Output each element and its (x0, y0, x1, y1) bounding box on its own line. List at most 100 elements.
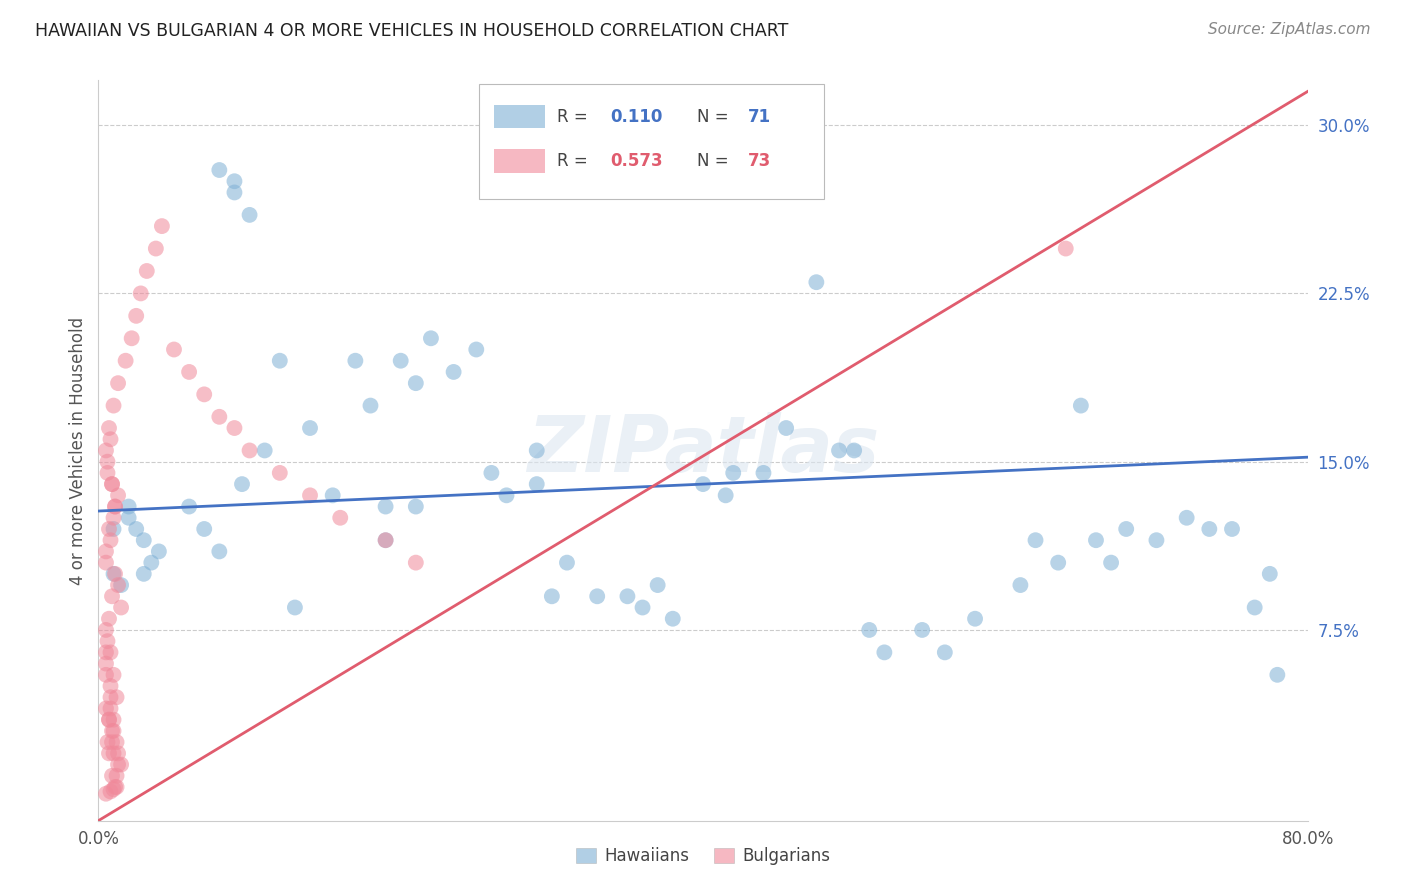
Point (1115, 522, 1137, 536)
Point (1085, 533, 1108, 548)
Point (125, 309, 148, 323)
Point (284, 600, 307, 615)
Point (100, 701, 122, 715)
Text: 0.110: 0.110 (610, 108, 662, 126)
Point (101, 723, 124, 738)
Point (96, 455, 118, 469)
Point (344, 353, 367, 368)
Point (752, 466, 775, 480)
Text: N =: N = (697, 152, 728, 170)
Point (858, 623, 880, 637)
Point (934, 645, 956, 659)
Point (105, 769, 128, 783)
Point (121, 331, 143, 345)
Point (239, 443, 262, 458)
Point (107, 757, 129, 772)
FancyBboxPatch shape (494, 104, 544, 128)
Point (179, 500, 201, 514)
Point (94, 787, 117, 801)
Point (374, 533, 396, 548)
Point (911, 623, 934, 637)
Point (100, 432, 122, 446)
Point (555, 556, 578, 570)
Point (1024, 533, 1046, 548)
Point (231, 477, 253, 491)
Point (110, 757, 132, 772)
Point (101, 769, 124, 783)
Point (965, 612, 987, 626)
Point (100, 784, 122, 798)
Point (103, 782, 125, 797)
FancyBboxPatch shape (494, 149, 544, 173)
Point (98, 713, 121, 727)
Point (96, 634, 118, 648)
Point (1144, 533, 1167, 548)
Point (145, 242, 167, 256)
Point (132, 566, 155, 581)
Point (526, 443, 548, 458)
Point (148, 544, 170, 558)
Point (269, 466, 291, 480)
Point (98, 612, 121, 626)
Point (104, 500, 127, 514)
Point (329, 510, 352, 524)
Point (465, 343, 488, 357)
Point (526, 477, 548, 491)
Point (103, 723, 125, 738)
Point (103, 510, 125, 524)
Legend: Hawaiians, Bulgarians: Hawaiians, Bulgarians (569, 840, 837, 871)
Text: R =: R = (557, 152, 588, 170)
Point (100, 679, 122, 693)
Text: N =: N = (697, 108, 728, 126)
Point (101, 735, 124, 749)
Point (374, 500, 396, 514)
Point (714, 488, 737, 502)
Point (1220, 522, 1243, 536)
Text: Source: ZipAtlas.com: Source: ZipAtlas.com (1208, 22, 1371, 37)
Point (692, 477, 714, 491)
Point (105, 735, 128, 749)
Point (631, 600, 654, 615)
Point (540, 589, 562, 603)
Point (107, 488, 129, 502)
Point (103, 399, 125, 413)
Point (94, 544, 117, 558)
Point (1010, 578, 1032, 592)
Point (107, 578, 129, 592)
Point (118, 510, 141, 524)
Point (208, 409, 231, 424)
Point (110, 600, 132, 615)
Point (1175, 510, 1198, 524)
Point (208, 163, 231, 178)
Text: R =: R = (557, 108, 588, 126)
Point (239, 208, 262, 222)
Point (94, 701, 117, 715)
Point (1198, 522, 1220, 536)
FancyBboxPatch shape (479, 84, 824, 199)
Point (98, 747, 121, 761)
Point (100, 645, 122, 659)
Point (103, 668, 125, 682)
Point (224, 186, 246, 200)
Point (94, 556, 117, 570)
Point (806, 275, 828, 289)
Point (193, 522, 215, 536)
Text: 73: 73 (748, 152, 770, 170)
Point (374, 533, 396, 548)
Point (360, 399, 382, 413)
Point (1047, 556, 1070, 570)
Text: ZIPatlas: ZIPatlas (527, 412, 879, 489)
Point (103, 713, 125, 727)
Point (103, 522, 125, 536)
Point (775, 421, 797, 435)
Point (98, 522, 121, 536)
Point (94, 645, 117, 659)
Point (299, 421, 322, 435)
Point (224, 421, 246, 435)
Text: 0.573: 0.573 (610, 152, 662, 170)
Point (104, 500, 127, 514)
Point (107, 747, 129, 761)
Point (1054, 242, 1077, 256)
Point (100, 690, 122, 705)
Point (208, 544, 231, 558)
